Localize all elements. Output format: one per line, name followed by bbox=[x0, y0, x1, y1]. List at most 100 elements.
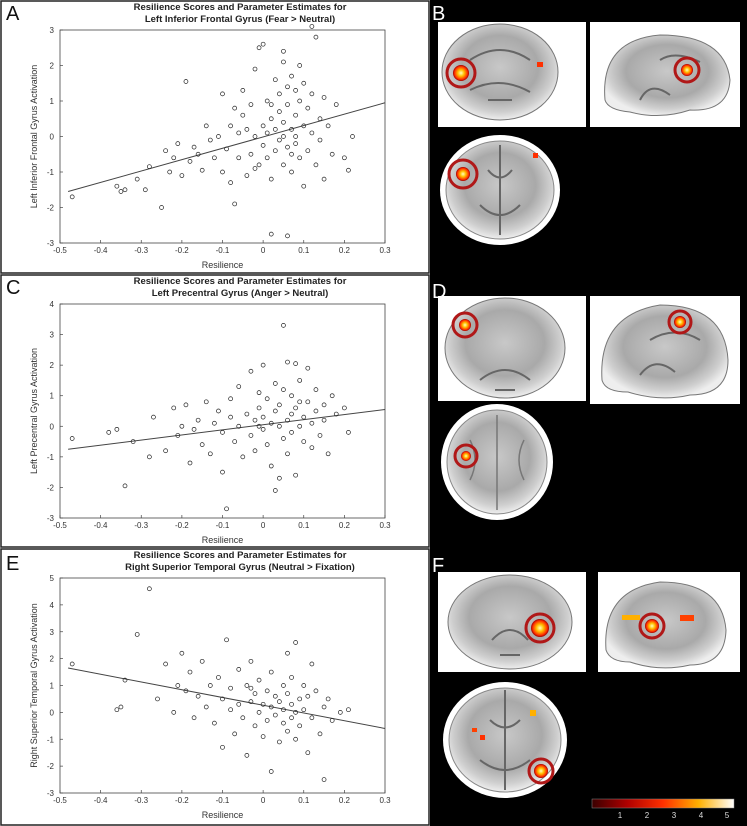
chart-e: Resilience Scores and Parameter Estimate… bbox=[29, 550, 391, 820]
chart-a-data-point bbox=[281, 134, 286, 139]
chart-e-data-point bbox=[301, 683, 307, 688]
chart-a-data-point bbox=[260, 41, 266, 47]
chart-c-data-point bbox=[240, 454, 246, 460]
chart-e-data-point bbox=[297, 696, 303, 702]
chart-e-xtick-label: 0.2 bbox=[339, 796, 351, 805]
chart-c-data-point bbox=[212, 420, 217, 426]
chart-c-data-point bbox=[69, 436, 75, 441]
chart-a-data-point bbox=[281, 59, 286, 65]
brain-slice-b-sagittal bbox=[590, 22, 740, 127]
chart-a-data-point bbox=[268, 231, 274, 237]
chart-a-data-point bbox=[256, 45, 262, 51]
chart-e-xtick-label: -0.1 bbox=[216, 796, 230, 805]
chart-a-data-point bbox=[305, 148, 311, 154]
chart-a-ytick-label: 0 bbox=[50, 133, 55, 142]
chart-a-data-point bbox=[301, 123, 307, 129]
chart-a-ytick-label: 1 bbox=[50, 97, 55, 106]
chart-a-data-point bbox=[277, 109, 282, 115]
chart-e-xtick-label: 0.1 bbox=[298, 796, 310, 805]
chart-c-data-point bbox=[342, 405, 347, 411]
chart-e-axes-box bbox=[59, 577, 386, 794]
chart-c-data-point bbox=[171, 405, 177, 411]
chart-a-data-point bbox=[289, 151, 294, 157]
chart-a-data-point bbox=[309, 91, 315, 97]
chart-e-data-point bbox=[281, 707, 286, 713]
chart-c-data-point bbox=[305, 365, 311, 371]
chart-a-data-point bbox=[252, 134, 258, 139]
chart-a-data-point bbox=[297, 155, 303, 161]
chart-c-data-point bbox=[293, 472, 298, 478]
chart-e-ylabel: Right Superior Temporal Gyrus Activation bbox=[29, 603, 39, 767]
chart-e-data-point bbox=[264, 718, 270, 723]
colorbar-tick-5: 5 bbox=[725, 811, 730, 820]
chart-e-data-point bbox=[122, 677, 128, 683]
chart-a-data-point bbox=[69, 194, 75, 200]
chart-e-data-point bbox=[212, 720, 217, 726]
chart-a-data-point bbox=[114, 183, 120, 189]
chart-c-data-point bbox=[256, 423, 262, 429]
chart-e-data-point bbox=[248, 658, 254, 664]
chart-a-data-point bbox=[244, 127, 250, 132]
chart-e-data-point bbox=[256, 677, 262, 683]
chart-e-data-point bbox=[114, 707, 120, 713]
chart-c-xlabel: Resilience bbox=[202, 535, 244, 545]
chart-a-data-point bbox=[297, 63, 303, 68]
chart-a-data-point bbox=[346, 167, 351, 173]
chart-a-data-point bbox=[163, 148, 168, 154]
chart-c-data-point bbox=[281, 436, 286, 441]
chart-e-data-point bbox=[183, 688, 189, 694]
chart-e-data-point bbox=[69, 661, 75, 667]
chart-c-data-point bbox=[256, 405, 262, 411]
chart-e-data-point bbox=[171, 710, 177, 715]
chart-e-data-point bbox=[337, 710, 343, 715]
chart-e-ytick-label: 4 bbox=[50, 601, 55, 610]
chart-e-data-point bbox=[240, 715, 246, 721]
chart-e-data-point bbox=[244, 753, 250, 758]
chart-e-data-point bbox=[281, 720, 286, 726]
chart-a-data-point bbox=[309, 24, 315, 29]
chart-e-data-point bbox=[155, 696, 160, 702]
chart-a-data-point bbox=[122, 187, 128, 193]
chart-c-data-point bbox=[272, 488, 278, 493]
chart-c-xtick-label: 0 bbox=[261, 521, 266, 530]
panel-c-frame bbox=[0, 274, 430, 548]
chart-c-data-point bbox=[305, 399, 311, 405]
brain-slice-b-coronal bbox=[438, 22, 586, 127]
chart-c-ytick-label: -3 bbox=[47, 514, 55, 523]
chart-e-data-point bbox=[305, 693, 311, 699]
chart-c-data-point bbox=[195, 417, 201, 423]
chart-e-data-point bbox=[301, 707, 307, 713]
chart-a-data-point bbox=[297, 98, 303, 104]
chart-e-data-point bbox=[252, 691, 258, 696]
chart-c-data-point bbox=[183, 402, 189, 408]
chart-a-ytick-label: -2 bbox=[47, 204, 55, 213]
chart-e-data-point bbox=[268, 704, 274, 710]
chart-a-data-point bbox=[285, 233, 290, 239]
chart-c-data-point bbox=[163, 448, 168, 454]
chart-e-data-point bbox=[285, 650, 290, 656]
chart-e-title-line2: Right Superior Temporal Gyrus (Neutral >… bbox=[125, 562, 355, 573]
chart-e-data-point bbox=[207, 683, 213, 688]
chart-a-data-point bbox=[147, 164, 152, 170]
chart-a-ytick-label: 3 bbox=[50, 26, 55, 35]
chart-a-data-point bbox=[289, 169, 294, 175]
chart-e-data-point bbox=[268, 669, 274, 675]
chart-a-ylabel: Left Inferior Frontal Gyrus Activation bbox=[29, 65, 39, 209]
chart-a-data-point bbox=[248, 102, 254, 107]
chart-e-fit-line bbox=[68, 667, 386, 729]
chart-c-data-point bbox=[191, 426, 197, 432]
chart-c-data-point bbox=[301, 439, 307, 444]
panel-letter-f: F bbox=[432, 555, 444, 577]
chart-e-data-point bbox=[260, 734, 266, 739]
chart-a-data-point bbox=[272, 77, 278, 83]
chart-c-ytick-label: 3 bbox=[50, 331, 55, 340]
chart-e-ytick-label: 3 bbox=[50, 628, 55, 637]
chart-c-data-point bbox=[260, 362, 266, 368]
chart-a-data-point bbox=[329, 151, 335, 157]
chart-a-data-point bbox=[317, 116, 323, 122]
chart-c-data-point bbox=[236, 384, 242, 389]
chart-c-xtick-label: -0.3 bbox=[134, 521, 148, 530]
chart-a-xtick-label: -0.1 bbox=[216, 246, 230, 255]
chart-a-data-point bbox=[277, 137, 282, 143]
